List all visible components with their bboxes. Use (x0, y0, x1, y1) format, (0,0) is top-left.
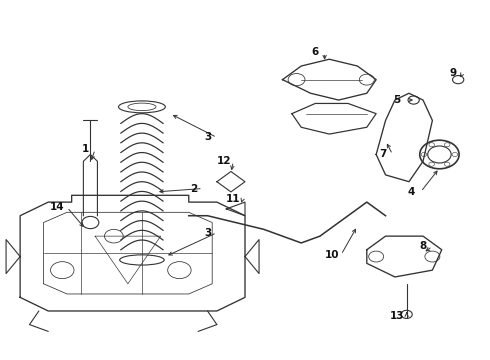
Text: 1: 1 (82, 144, 89, 154)
Text: 8: 8 (419, 241, 427, 251)
Text: 14: 14 (50, 202, 65, 212)
Text: 2: 2 (190, 184, 197, 194)
Text: 3: 3 (204, 132, 211, 143)
Text: 10: 10 (324, 250, 339, 260)
Text: 12: 12 (217, 156, 231, 166)
Text: 4: 4 (408, 187, 415, 197)
Text: 5: 5 (393, 95, 401, 105)
Text: 7: 7 (380, 149, 387, 159)
Text: 13: 13 (390, 311, 405, 321)
Text: 9: 9 (450, 68, 457, 78)
Text: 6: 6 (312, 48, 319, 58)
Text: 3: 3 (204, 228, 211, 238)
Text: 11: 11 (226, 194, 241, 204)
